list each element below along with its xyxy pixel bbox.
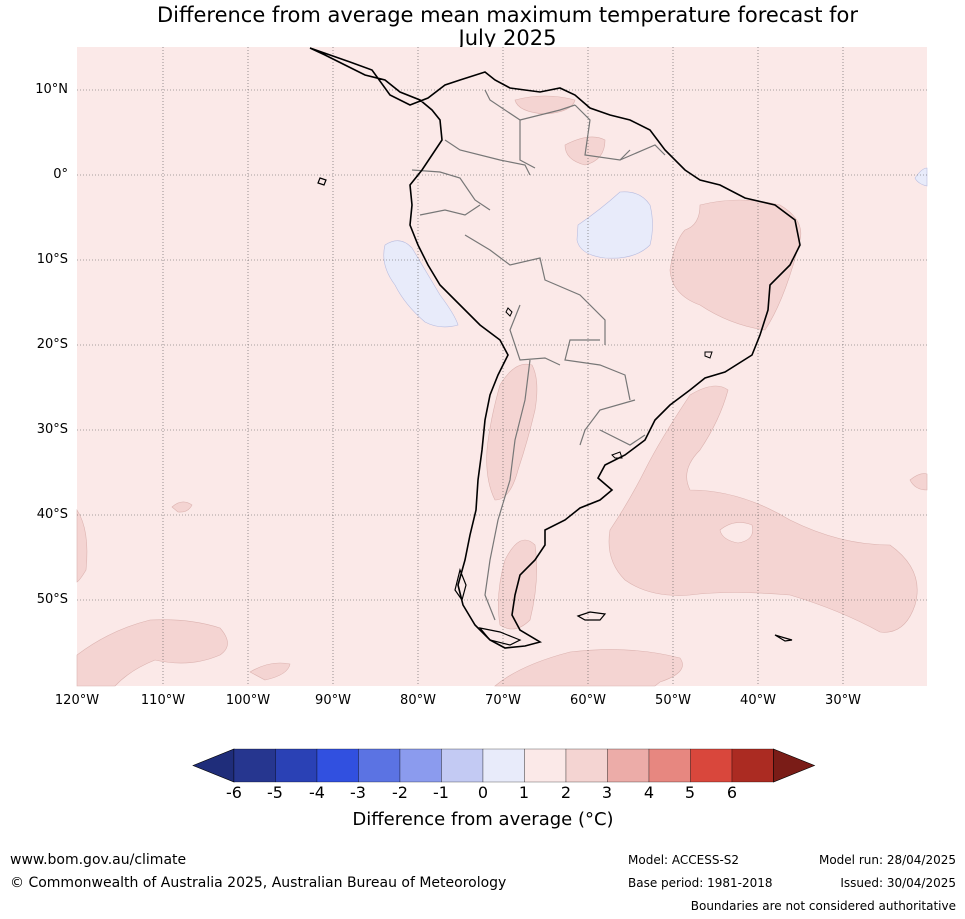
colorbar-segment — [441, 748, 484, 783]
colorbar-tick-label: 0 — [477, 783, 489, 802]
lat-label-20s: 20°S — [36, 337, 68, 352]
anomaly-region-se-pacific-2 — [249, 662, 291, 681]
lake-titicaca — [505, 307, 513, 317]
galapagos — [317, 177, 327, 186]
colorbar — [192, 748, 816, 783]
lakes — [505, 307, 713, 459]
colorbar-tick-label: 3 — [601, 783, 613, 802]
colorbar-segment — [358, 748, 401, 783]
colorbar-extend-low — [192, 748, 235, 783]
anomaly-region-se-pacific-1 — [76, 619, 228, 687]
colorbar-segment — [233, 748, 276, 783]
anomaly-region-south-atlantic — [608, 385, 918, 633]
anomaly-region-brazil-ne — [669, 199, 802, 331]
colorbar-tick-label: -4 — [309, 783, 325, 802]
colorbar-segment — [482, 748, 525, 783]
tierra-del-fuego — [478, 627, 522, 646]
lon-label-80w: 80°W — [400, 693, 436, 708]
lon-label-70w: 70°W — [485, 693, 521, 708]
footer-model: Model: ACCESS-S2 — [628, 853, 740, 867]
colorbar-title: Difference from average (°C) — [352, 809, 614, 830]
title-line-2: July 2025 — [458, 26, 557, 50]
colorbar-segment — [607, 748, 650, 783]
footer-model-run: Model run: 28/04/2025 — [818, 853, 956, 867]
lat-label-10n: 10°N — [35, 82, 68, 97]
colorbar-tick-label: 1 — [518, 783, 530, 802]
lon-label-100w: 100°W — [225, 693, 271, 708]
colorbar-segment — [648, 748, 691, 783]
colorbar-segment — [731, 748, 774, 783]
lat-label-0: 0° — [53, 167, 68, 182]
lon-label-40w: 40°W — [740, 693, 776, 708]
lon-label-110w: 110°W — [140, 693, 186, 708]
anomaly-region-pacific-west — [76, 508, 88, 583]
anomaly-region-south-1 — [494, 649, 683, 687]
south-georgia — [774, 634, 793, 642]
colorbar-segment — [399, 748, 442, 783]
anomaly-cool-regions — [383, 167, 928, 328]
falkland-islands — [576, 611, 607, 621]
anomaly-region-east-atlantic — [909, 473, 928, 491]
lon-label-60w: 60°W — [570, 693, 606, 708]
lon-label-50w: 50°W — [655, 693, 691, 708]
colorbar-tick-label: 6 — [726, 783, 738, 802]
colorbar-tick-label: -6 — [226, 783, 242, 802]
graticule — [77, 47, 927, 686]
lat-label-30s: 30°S — [36, 422, 68, 437]
lon-label-30w: 30°W — [825, 693, 861, 708]
lat-label-50s: 50°S — [36, 592, 68, 607]
anomaly-cool-spot-atlantic — [719, 522, 753, 544]
colorbar-tick-label: -3 — [350, 783, 366, 802]
colorbar-segment — [316, 748, 359, 783]
lon-label-120w: 120°W — [54, 693, 100, 708]
colorbar-extend-high — [773, 748, 816, 783]
colorbar-segment — [690, 748, 733, 783]
footer-copyright: © Commonwealth of Australia 2025, Austra… — [10, 875, 507, 891]
colorbar-tick-label: -5 — [267, 783, 283, 802]
chiloe-archipelago — [454, 568, 467, 602]
anomaly-region-east-equator — [914, 167, 928, 187]
chart-title: Difference from average mean maximum tem… — [0, 4, 965, 50]
footer-issued: Issued: 30/04/2025 — [840, 876, 956, 890]
lon-label-90w: 90°W — [315, 693, 351, 708]
lat-label-10s: 10°S — [36, 252, 68, 267]
anomaly-region-peru-coast — [383, 240, 459, 328]
footer-disclaimer: Boundaries are not considered authoritat… — [690, 899, 956, 913]
lake-2 — [611, 451, 623, 459]
colorbar-tick-label: 4 — [643, 783, 655, 802]
colorbar-tick-label: 5 — [684, 783, 696, 802]
anomaly-region-small-1 — [171, 501, 193, 513]
lat-label-40s: 40°S — [36, 507, 68, 522]
country-borders — [411, 89, 666, 621]
lake-1 — [704, 351, 713, 359]
colorbar-segment — [524, 748, 567, 783]
title-line-1: Difference from average mean maximum tem… — [157, 3, 858, 27]
anomaly-region-andes — [486, 363, 538, 501]
colorbar-segment — [565, 748, 608, 783]
colorbar-segment — [275, 748, 318, 783]
map-panel — [76, 47, 928, 687]
colorbar-tick-label: -2 — [392, 783, 408, 802]
anomaly-region-amazon-cool — [576, 191, 653, 259]
footer-website: www.bom.gov.au/climate — [10, 852, 187, 868]
colorbar-tick-label: -1 — [433, 783, 449, 802]
footer-base-period: Base period: 1981-2018 — [628, 876, 773, 890]
islands — [317, 177, 793, 646]
south-america-coastline — [309, 47, 801, 649]
colorbar-tick-label: 2 — [560, 783, 572, 802]
